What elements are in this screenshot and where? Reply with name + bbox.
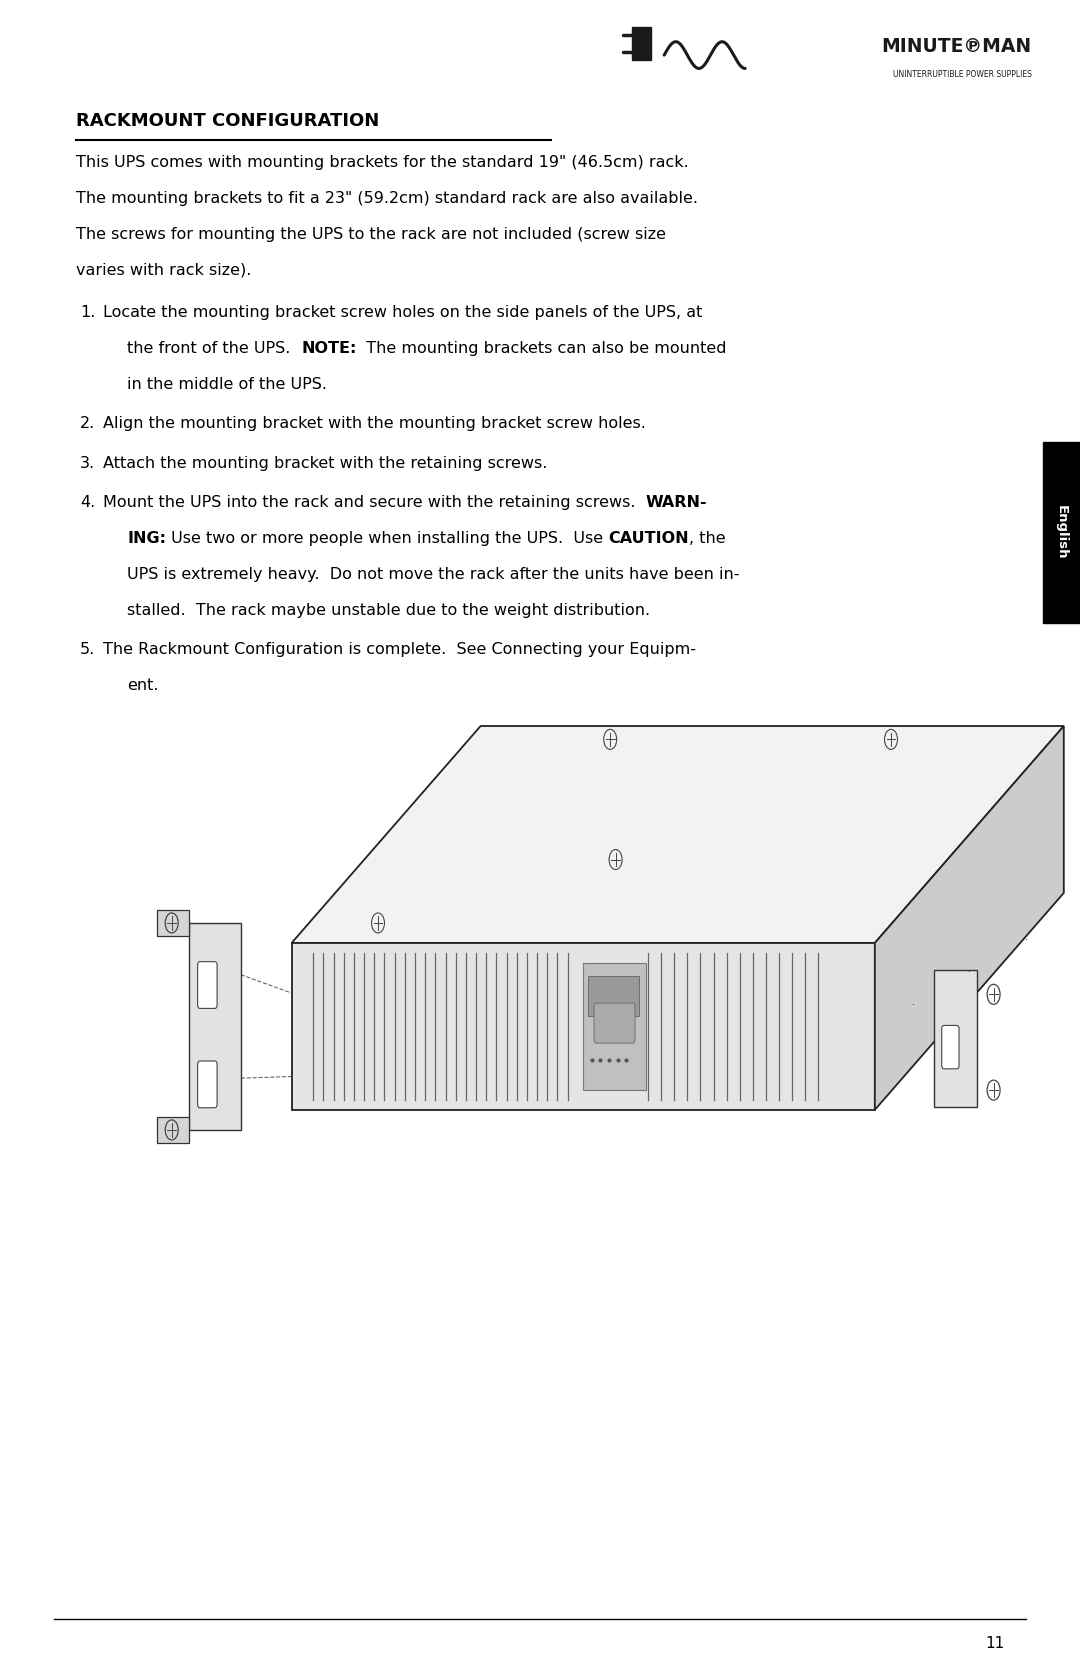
FancyBboxPatch shape [588, 976, 639, 1016]
Text: UNINTERRUPTIBLE POWER SUPPLIES: UNINTERRUPTIBLE POWER SUPPLIES [892, 70, 1031, 78]
Polygon shape [157, 1117, 189, 1143]
Text: NOTE:: NOTE: [301, 340, 356, 355]
Text: , the: , the [689, 531, 726, 546]
FancyBboxPatch shape [198, 961, 217, 1008]
Text: Align the mounting bracket with the mounting bracket screw holes.: Align the mounting bracket with the moun… [103, 416, 646, 431]
Text: CAUTION: CAUTION [609, 531, 689, 546]
Text: 3.: 3. [80, 456, 95, 471]
Polygon shape [157, 910, 189, 936]
FancyBboxPatch shape [198, 1061, 217, 1108]
FancyBboxPatch shape [594, 1003, 635, 1043]
Text: MINUTE℗MAN: MINUTE℗MAN [881, 37, 1031, 55]
Text: RACKMOUNT CONFIGURATION: RACKMOUNT CONFIGURATION [76, 112, 379, 130]
Text: 5.: 5. [80, 641, 95, 656]
Text: ent.: ent. [127, 678, 159, 693]
Text: The screws for mounting the UPS to the rack are not included (screw size: The screws for mounting the UPS to the r… [76, 227, 665, 242]
Text: varies with rack size).: varies with rack size). [76, 264, 251, 277]
Text: The Rackmount Configuration is complete.  See Connecting your Equipm-: The Rackmount Configuration is complete.… [103, 641, 696, 656]
Polygon shape [632, 27, 651, 60]
FancyBboxPatch shape [583, 963, 646, 1090]
Polygon shape [934, 970, 977, 1107]
Polygon shape [292, 726, 1064, 943]
Text: UPS is extremely heavy.  Do not move the rack after the units have been in-: UPS is extremely heavy. Do not move the … [127, 566, 740, 581]
Text: The mounting brackets to fit a 23" (59.2cm) standard rack are also available.: The mounting brackets to fit a 23" (59.2… [76, 192, 698, 205]
Text: 11: 11 [985, 1636, 1004, 1651]
Text: This UPS comes with mounting brackets for the standard 19" (46.5cm) rack.: This UPS comes with mounting brackets fo… [76, 155, 688, 170]
Text: stalled.  The rack maybe unstable due to the weight distribution.: stalled. The rack maybe unstable due to … [127, 603, 650, 618]
Polygon shape [292, 943, 875, 1110]
Text: in the middle of the UPS.: in the middle of the UPS. [127, 377, 327, 392]
Text: 2.: 2. [80, 416, 95, 431]
Text: the front of the UPS.: the front of the UPS. [127, 340, 301, 355]
Text: Locate the mounting bracket screw holes on the side panels of the UPS, at: Locate the mounting bracket screw holes … [103, 305, 702, 320]
FancyBboxPatch shape [1043, 442, 1080, 623]
Text: 4.: 4. [80, 494, 95, 509]
Text: English: English [1055, 506, 1068, 559]
Text: Use two or more people when installing the UPS.  Use: Use two or more people when installing t… [166, 531, 609, 546]
Text: The mounting brackets can also be mounted: The mounting brackets can also be mounte… [356, 340, 727, 355]
Text: Attach the mounting bracket with the retaining screws.: Attach the mounting bracket with the ret… [103, 456, 546, 471]
FancyBboxPatch shape [942, 1025, 959, 1068]
Text: ING:: ING: [127, 531, 166, 546]
Text: 1.: 1. [80, 305, 95, 320]
Polygon shape [875, 726, 1064, 1110]
Text: Mount the UPS into the rack and secure with the retaining screws.: Mount the UPS into the rack and secure w… [103, 494, 646, 509]
Polygon shape [189, 923, 241, 1130]
Text: WARN-: WARN- [646, 494, 707, 509]
